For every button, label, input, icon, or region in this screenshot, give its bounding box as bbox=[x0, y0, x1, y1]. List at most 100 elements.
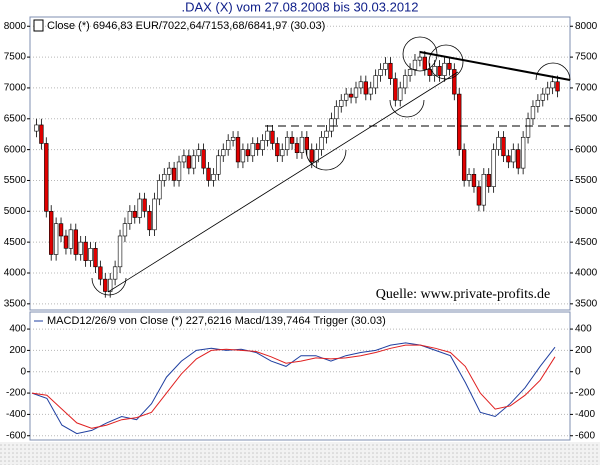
candle-body bbox=[358, 81, 364, 89]
candle-body bbox=[181, 155, 187, 163]
candle-body bbox=[319, 136, 324, 150]
y-tick-label: 6500 bbox=[575, 113, 598, 124]
candle-body bbox=[240, 149, 246, 163]
candle-body bbox=[427, 69, 432, 76]
y-tick-label: 3500 bbox=[4, 298, 27, 309]
candle-body bbox=[260, 140, 265, 150]
candle-body bbox=[348, 93, 354, 98]
candle-body bbox=[103, 278, 108, 292]
candle-body bbox=[265, 130, 270, 141]
candle-body bbox=[201, 149, 206, 169]
legend: Close (*) 6946,83 EUR/7022,64/7153,68/68… bbox=[47, 20, 325, 32]
candle-body bbox=[186, 155, 192, 169]
candle-body bbox=[383, 62, 388, 70]
macd-line bbox=[31, 342, 556, 435]
y-tick-label: 0 bbox=[20, 366, 26, 377]
candle-body bbox=[417, 56, 423, 61]
candle-body bbox=[550, 81, 555, 89]
y-tick-label: -600 bbox=[6, 430, 26, 441]
y-tick-label: -400 bbox=[6, 409, 26, 420]
candle-body bbox=[206, 167, 211, 181]
candle-body bbox=[122, 223, 128, 237]
y-tick-label: 0 bbox=[575, 366, 581, 377]
candle-body bbox=[363, 81, 368, 95]
candle-body bbox=[447, 62, 452, 70]
candle-body bbox=[481, 173, 486, 206]
candle-body bbox=[142, 198, 147, 212]
candle-body bbox=[147, 211, 152, 231]
y-tick-label: 200 bbox=[575, 345, 592, 356]
candle-body bbox=[167, 167, 172, 175]
y-tick-label: 4500 bbox=[4, 237, 27, 248]
candle-body bbox=[53, 223, 59, 255]
candle-body bbox=[491, 149, 496, 187]
candle-body bbox=[34, 124, 39, 132]
candle-body bbox=[83, 241, 88, 261]
candle-body bbox=[520, 136, 526, 169]
candle-body bbox=[88, 248, 93, 261]
candle-body bbox=[157, 180, 162, 200]
candle-body bbox=[432, 66, 437, 76]
y-tick-label: 5500 bbox=[575, 175, 598, 186]
candle-body bbox=[275, 143, 280, 157]
candle-body bbox=[457, 93, 462, 150]
candle-body bbox=[329, 118, 334, 132]
candle-body bbox=[530, 106, 536, 120]
candle-body bbox=[471, 173, 477, 187]
y-tick-label: 3500 bbox=[575, 298, 598, 309]
candle-body bbox=[93, 248, 98, 268]
legend: MACD12/26/9 von Close (*) 227,6216 Macd/… bbox=[47, 315, 386, 327]
candle-body bbox=[73, 229, 78, 255]
y-tick-label: -200 bbox=[6, 388, 26, 399]
candle-body bbox=[216, 155, 221, 175]
candle-body bbox=[112, 266, 118, 280]
candle-body bbox=[525, 118, 531, 138]
y-tick-label: 200 bbox=[9, 345, 26, 356]
candle-body bbox=[137, 198, 142, 218]
y-tick-label: 7000 bbox=[575, 83, 598, 94]
candle-body bbox=[466, 173, 472, 181]
candle-body bbox=[412, 59, 418, 70]
candle-body bbox=[402, 75, 408, 89]
candle-body bbox=[501, 136, 506, 157]
candle-body bbox=[289, 136, 295, 144]
candle-body bbox=[324, 130, 329, 138]
candle-body bbox=[98, 266, 103, 280]
candle-body bbox=[270, 130, 275, 144]
candle-body bbox=[58, 223, 64, 237]
candle-body bbox=[221, 149, 226, 157]
candle-body bbox=[78, 241, 83, 255]
candle-body bbox=[353, 87, 359, 98]
candle-body bbox=[506, 155, 511, 163]
y-tick-label: 7000 bbox=[4, 83, 27, 94]
candle-body bbox=[422, 56, 427, 70]
candle-body bbox=[334, 106, 339, 120]
candle-body bbox=[162, 173, 167, 181]
candle-body bbox=[280, 149, 285, 157]
candle-body bbox=[127, 211, 133, 224]
candle-body bbox=[294, 143, 300, 154]
candle-body bbox=[535, 99, 541, 107]
candle-body bbox=[68, 229, 74, 249]
candle-body bbox=[152, 198, 157, 231]
candle-body bbox=[211, 173, 216, 181]
candle-body bbox=[373, 75, 378, 89]
candle-body bbox=[132, 211, 137, 218]
candle-body bbox=[49, 211, 54, 255]
macd-panel bbox=[29, 311, 571, 441]
candle-body bbox=[255, 143, 260, 150]
candle-body bbox=[250, 143, 255, 157]
candle-body bbox=[44, 143, 49, 212]
y-tick-label: 5000 bbox=[575, 206, 598, 217]
candle-body bbox=[171, 167, 177, 181]
candle-body bbox=[511, 149, 516, 163]
candle-body bbox=[63, 235, 69, 249]
y-tick-label: 6000 bbox=[575, 144, 598, 155]
candle-body bbox=[398, 87, 403, 101]
price-panel bbox=[29, 16, 571, 311]
candle-body bbox=[437, 66, 442, 76]
candle-body bbox=[407, 69, 413, 76]
circle-marks bbox=[91, 36, 571, 296]
candle-body bbox=[314, 149, 319, 163]
